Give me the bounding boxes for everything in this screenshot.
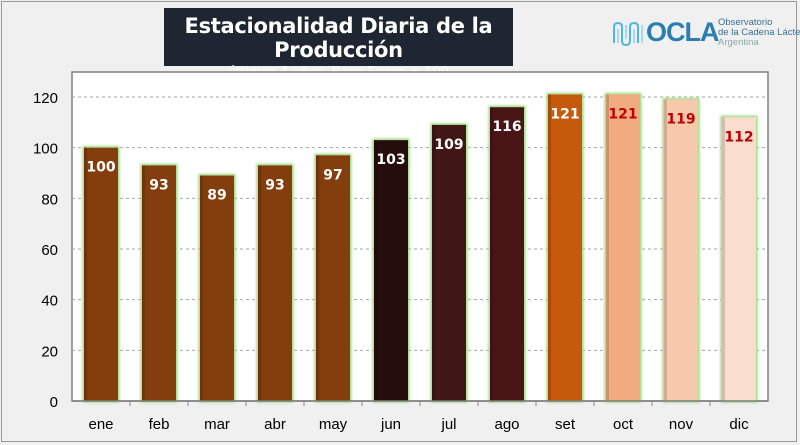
data-label: 103: [376, 152, 405, 168]
data-label: 100: [86, 160, 115, 176]
bar-shade: [432, 124, 435, 401]
bar-feb: [142, 165, 176, 401]
y-tick-label: 80: [41, 191, 58, 208]
bar-may: [316, 155, 350, 401]
logo-line1: Observatorio: [718, 17, 773, 28]
x-tick-label: dic: [729, 416, 749, 433]
y-tick-label: 0: [50, 394, 58, 411]
x-tick-label: nov: [669, 416, 694, 433]
data-label: 89: [207, 188, 226, 204]
data-label: 121: [550, 106, 579, 122]
bar-shade: [316, 155, 319, 401]
wave-logo-icon: [613, 21, 643, 47]
bar-shade: [722, 117, 725, 402]
x-tick-label: feb: [149, 416, 170, 433]
bar-dic: [722, 117, 756, 402]
bar-shade: [606, 94, 609, 401]
data-label: 93: [265, 177, 284, 193]
x-tick-label: set: [555, 416, 576, 433]
bar-ene: [84, 147, 118, 401]
chart-title: Estacionalidad Diaria de la Producción: [184, 14, 493, 62]
y-tick-label: 20: [41, 343, 58, 360]
bar-shade: [548, 94, 551, 401]
y-tick-label: 120: [33, 90, 58, 107]
bar-set: [548, 94, 582, 401]
x-tick-label: abr: [264, 416, 286, 433]
x-tick-label: mar: [204, 416, 230, 433]
bar-oct: [606, 94, 640, 401]
logo-line3: Argentina: [718, 37, 759, 48]
bar-nov: [664, 99, 698, 402]
bar-shade: [84, 147, 87, 401]
bar-shade: [664, 99, 667, 402]
bar-abr: [258, 165, 292, 401]
data-label: 93: [149, 177, 168, 193]
x-tick-label: ene: [88, 416, 113, 433]
plot-area: [71, 71, 769, 402]
bar-shade: [200, 175, 203, 401]
y-tick-label: 60: [41, 242, 58, 259]
data-label: 109: [434, 137, 463, 153]
title-box: Estacionalidad Diaria de la Producción -…: [164, 8, 513, 80]
x-tick-label: ago: [494, 416, 519, 433]
y-tick-label: 40: [41, 293, 58, 310]
bar-shade: [258, 165, 261, 401]
x-tick-label: jul: [440, 416, 456, 433]
data-label: 116: [492, 119, 521, 135]
data-label: 97: [323, 167, 342, 183]
bar-shade: [490, 107, 493, 401]
y-tick-label: 100: [33, 141, 58, 158]
bar-ago: [490, 107, 524, 401]
bar-jun: [374, 140, 408, 402]
bar-shade: [142, 165, 145, 401]
data-label: 112: [724, 129, 753, 145]
logo-name: OCLA: [646, 17, 719, 47]
x-tick-label: jun: [380, 416, 401, 433]
x-tick-label: may: [319, 416, 348, 433]
logo-subtitle: Observatorio de la Cadena Láctea Argenti…: [718, 18, 800, 48]
bar-jul: [432, 124, 466, 401]
data-label: 121: [608, 106, 637, 122]
bar-shade: [374, 140, 377, 402]
logo-line2: de la Cadena Láctea: [718, 27, 800, 38]
x-tick-label: oct: [613, 416, 634, 433]
data-label: 119: [666, 112, 695, 128]
bar-mar: [200, 175, 234, 401]
